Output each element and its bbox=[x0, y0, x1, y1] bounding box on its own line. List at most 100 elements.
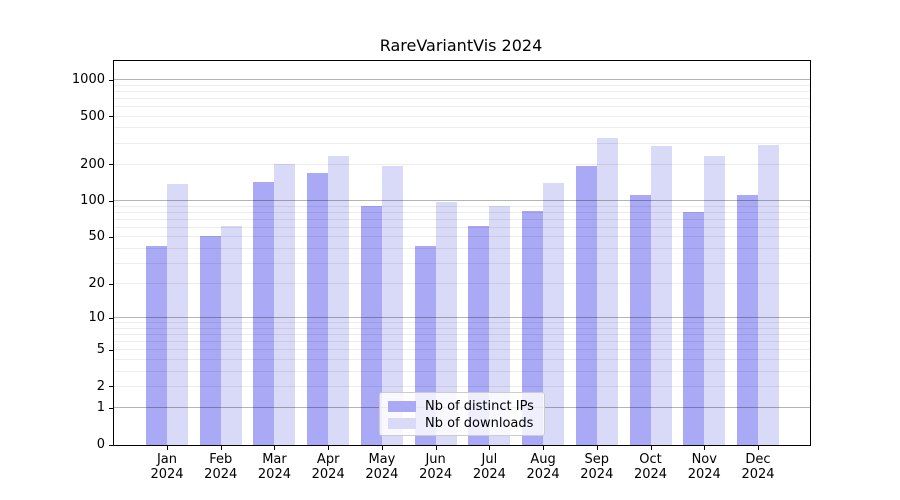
legend-row-downloads: Nb of downloads bbox=[388, 415, 536, 432]
minor-gridline bbox=[114, 385, 810, 387]
major-gridline bbox=[114, 79, 810, 81]
x-tick-year: 2024 bbox=[365, 467, 399, 482]
x-tick-label: Jan 2024 bbox=[135, 452, 199, 482]
minor-gridline bbox=[114, 370, 810, 372]
x-tick-month: Dec bbox=[745, 452, 771, 467]
y-tick-mark bbox=[109, 116, 113, 118]
bar-downloads-mar bbox=[274, 163, 296, 445]
y-tick-mark bbox=[109, 444, 113, 446]
bar-distinct-ips-sep bbox=[575, 166, 597, 445]
x-tick-mark bbox=[381, 446, 383, 450]
y-tick-label: 10 bbox=[88, 310, 105, 326]
minor-gridline bbox=[114, 90, 810, 92]
minor-gridline bbox=[114, 358, 810, 360]
x-tick-mark bbox=[489, 446, 491, 450]
x-tick-label: Sep 2024 bbox=[565, 452, 629, 482]
minor-gridline bbox=[114, 334, 810, 336]
bar-distinct-ips-feb bbox=[199, 236, 221, 445]
x-tick-label: Oct 2024 bbox=[619, 452, 683, 482]
legend-label-distinct-ips: Nb of distinct IPs bbox=[425, 399, 534, 414]
bar-downloads-jun bbox=[435, 201, 457, 445]
minor-gridline bbox=[114, 247, 810, 249]
bar-downloads-oct bbox=[650, 146, 672, 445]
x-tick-mark bbox=[167, 446, 168, 450]
bar-distinct-ips-oct bbox=[629, 194, 651, 445]
minor-gridline bbox=[114, 218, 810, 220]
y-tick-label: 200 bbox=[80, 156, 105, 172]
x-tick-year: 2024 bbox=[633, 467, 668, 482]
bar-distinct-ips-may bbox=[360, 205, 382, 445]
bar-distinct-ips-aug bbox=[522, 210, 544, 445]
x-tick-year: 2024 bbox=[311, 467, 345, 482]
x-tick-month: Jun bbox=[425, 452, 446, 467]
x-tick-month: Jul bbox=[481, 452, 498, 467]
y-tick-mark bbox=[109, 386, 113, 388]
x-tick-mark bbox=[543, 446, 545, 450]
bar-distinct-ips-apr bbox=[307, 173, 329, 445]
x-tick-year: 2024 bbox=[419, 467, 453, 482]
y-tick-label: 500 bbox=[80, 108, 105, 124]
y-tick-mark bbox=[109, 407, 113, 409]
x-tick-month: Oct bbox=[639, 452, 662, 467]
y-tick-label: 5 bbox=[96, 342, 105, 358]
y-tick-mark bbox=[109, 317, 113, 319]
minor-gridline bbox=[114, 105, 810, 107]
y-tick-mark bbox=[109, 200, 113, 202]
x-tick-year: 2024 bbox=[580, 467, 614, 482]
y-tick-mark bbox=[109, 283, 113, 285]
y-tick-label: 50 bbox=[88, 229, 105, 245]
y-tick-mark bbox=[109, 236, 113, 238]
legend-label-downloads: Nb of downloads bbox=[425, 416, 534, 431]
legend-row-distinct-ips: Nb of distinct IPs bbox=[388, 398, 536, 415]
bar-downloads-jan bbox=[167, 183, 188, 445]
minor-gridline bbox=[114, 127, 810, 129]
minor-gridline bbox=[114, 322, 810, 324]
x-tick-year: 2024 bbox=[472, 467, 506, 482]
legend-swatch-downloads bbox=[388, 418, 416, 429]
y-tick-label: 0 bbox=[96, 437, 105, 452]
minor-gridline bbox=[114, 211, 810, 213]
x-tick-label: Nov 2024 bbox=[672, 452, 736, 482]
minor-gridline bbox=[114, 262, 810, 264]
x-tick-month: Sep bbox=[584, 452, 610, 467]
x-tick-label: Feb 2024 bbox=[189, 452, 253, 482]
x-tick-year: 2024 bbox=[257, 467, 291, 482]
x-tick-mark bbox=[757, 446, 759, 450]
minor-gridline bbox=[114, 142, 810, 144]
y-tick-label: 1000 bbox=[71, 72, 105, 87]
x-tick-label: Dec 2024 bbox=[726, 452, 790, 482]
bar-distinct-ips-jan bbox=[146, 246, 167, 445]
legend-swatch-distinct-ips bbox=[388, 401, 416, 412]
legend: Nb of distinct IPs Nb of downloads bbox=[379, 392, 545, 436]
x-tick-mark bbox=[220, 446, 222, 450]
minor-gridline bbox=[114, 84, 810, 86]
minor-gridline bbox=[114, 341, 810, 343]
x-tick-label: Apr 2024 bbox=[296, 452, 360, 482]
x-tick-month: Apr bbox=[316, 452, 340, 467]
plot-area: 0 1 2 5 10 20 50 100 200 500 1000 Jan 2024 Feb 2024 Mar… bbox=[72, 60, 811, 482]
bar-distinct-ips-dec bbox=[736, 194, 758, 445]
x-tick-year: 2024 bbox=[150, 467, 184, 482]
x-tick-month: Aug bbox=[530, 452, 556, 467]
x-tick-year: 2024 bbox=[526, 467, 560, 482]
x-tick-label: Mar 2024 bbox=[242, 452, 306, 482]
bar-downloads-sep bbox=[596, 138, 618, 445]
x-tick-mark bbox=[274, 446, 276, 450]
minor-gridline bbox=[114, 97, 810, 99]
y-tick-label: 1 bbox=[96, 400, 105, 416]
bar-distinct-ips-jul bbox=[468, 226, 490, 445]
x-tick-mark bbox=[596, 446, 598, 450]
major-gridline bbox=[114, 200, 810, 202]
y-tick-label: 100 bbox=[80, 193, 105, 209]
bar-downloads-aug bbox=[543, 183, 565, 445]
minor-gridline bbox=[114, 163, 810, 165]
x-tick-label: Jul 2024 bbox=[457, 452, 521, 482]
bar-distinct-ips-mar bbox=[253, 181, 275, 445]
x-tick-month: Jan bbox=[156, 452, 178, 467]
x-tick-mark bbox=[328, 446, 330, 450]
minor-gridline bbox=[114, 283, 810, 285]
y-tick-label: 20 bbox=[88, 276, 105, 292]
y-tick-mark bbox=[109, 349, 113, 351]
x-tick-mark bbox=[650, 446, 652, 450]
